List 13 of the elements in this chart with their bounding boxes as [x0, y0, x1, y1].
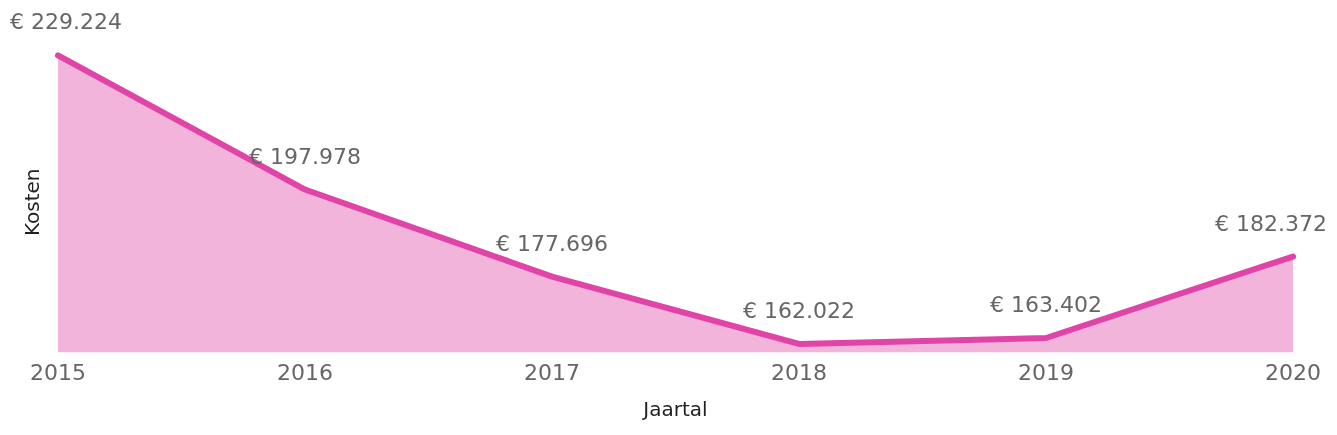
- data-label: € 177.696: [496, 230, 608, 256]
- data-label: € 182.372: [1215, 210, 1327, 236]
- x-tick-label: 2019: [1018, 359, 1074, 385]
- x-tick-label: 2016: [277, 359, 333, 385]
- x-tick-label: 2017: [524, 359, 580, 385]
- x-tick-label: 2015: [30, 359, 86, 385]
- data-label: € 162.022: [743, 297, 855, 323]
- data-label: € 229.224: [10, 9, 122, 35]
- x-axis-title: Jaartal: [641, 397, 708, 422]
- data-label: € 163.402: [990, 291, 1102, 317]
- x-tick-label: 2018: [771, 359, 827, 385]
- y-axis-title: Kosten: [20, 168, 45, 237]
- x-tick-label: 2020: [1265, 359, 1322, 385]
